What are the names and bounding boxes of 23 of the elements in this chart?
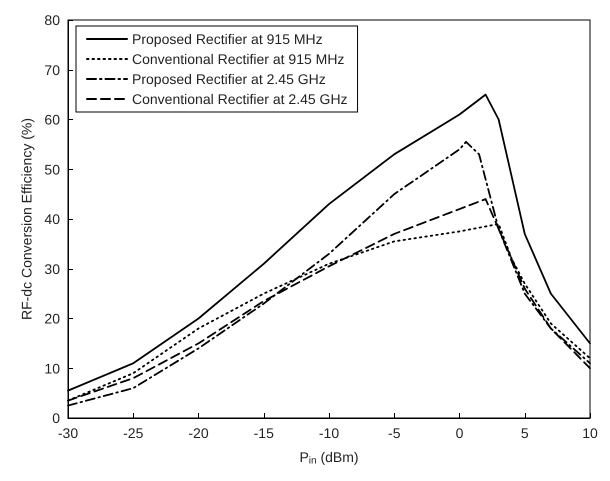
y-tick-label: 20 [44, 310, 60, 326]
x-tick-label: -15 [254, 425, 274, 441]
x-tick-label: -30 [58, 425, 78, 441]
legend-label: Proposed Rectifier at 915 MHz [132, 31, 323, 47]
y-tick-label: 40 [44, 211, 60, 227]
y-tick-label: 70 [44, 62, 60, 78]
x-tick-label: -10 [318, 425, 340, 441]
x-tick-label: -20 [188, 425, 209, 441]
x-tick-label: -5 [388, 425, 401, 441]
legend-label: Conventional Rectifier at 915 MHz [132, 51, 344, 67]
x-tick-label: -25 [123, 425, 144, 441]
y-axis-title: RF-dc Conversion Efficiency (%) [18, 118, 35, 320]
y-tick-label: 10 [44, 360, 60, 376]
y-tick-label: 50 [44, 161, 60, 178]
x-tick-label: 10 [582, 425, 598, 441]
y-tick-label: 60 [44, 112, 60, 128]
y-tick-label: 0 [52, 410, 60, 426]
legend-label: Conventional Rectifier at 2.45 GHz [132, 91, 348, 107]
x-tick-label: 0 [456, 425, 464, 441]
y-tick-label: 30 [44, 260, 60, 277]
y-tick-label: 80 [44, 12, 60, 28]
x-tick-label: 5 [520, 425, 529, 441]
legend-label: Proposed Rectifier at 2.45 GHz [132, 71, 326, 87]
